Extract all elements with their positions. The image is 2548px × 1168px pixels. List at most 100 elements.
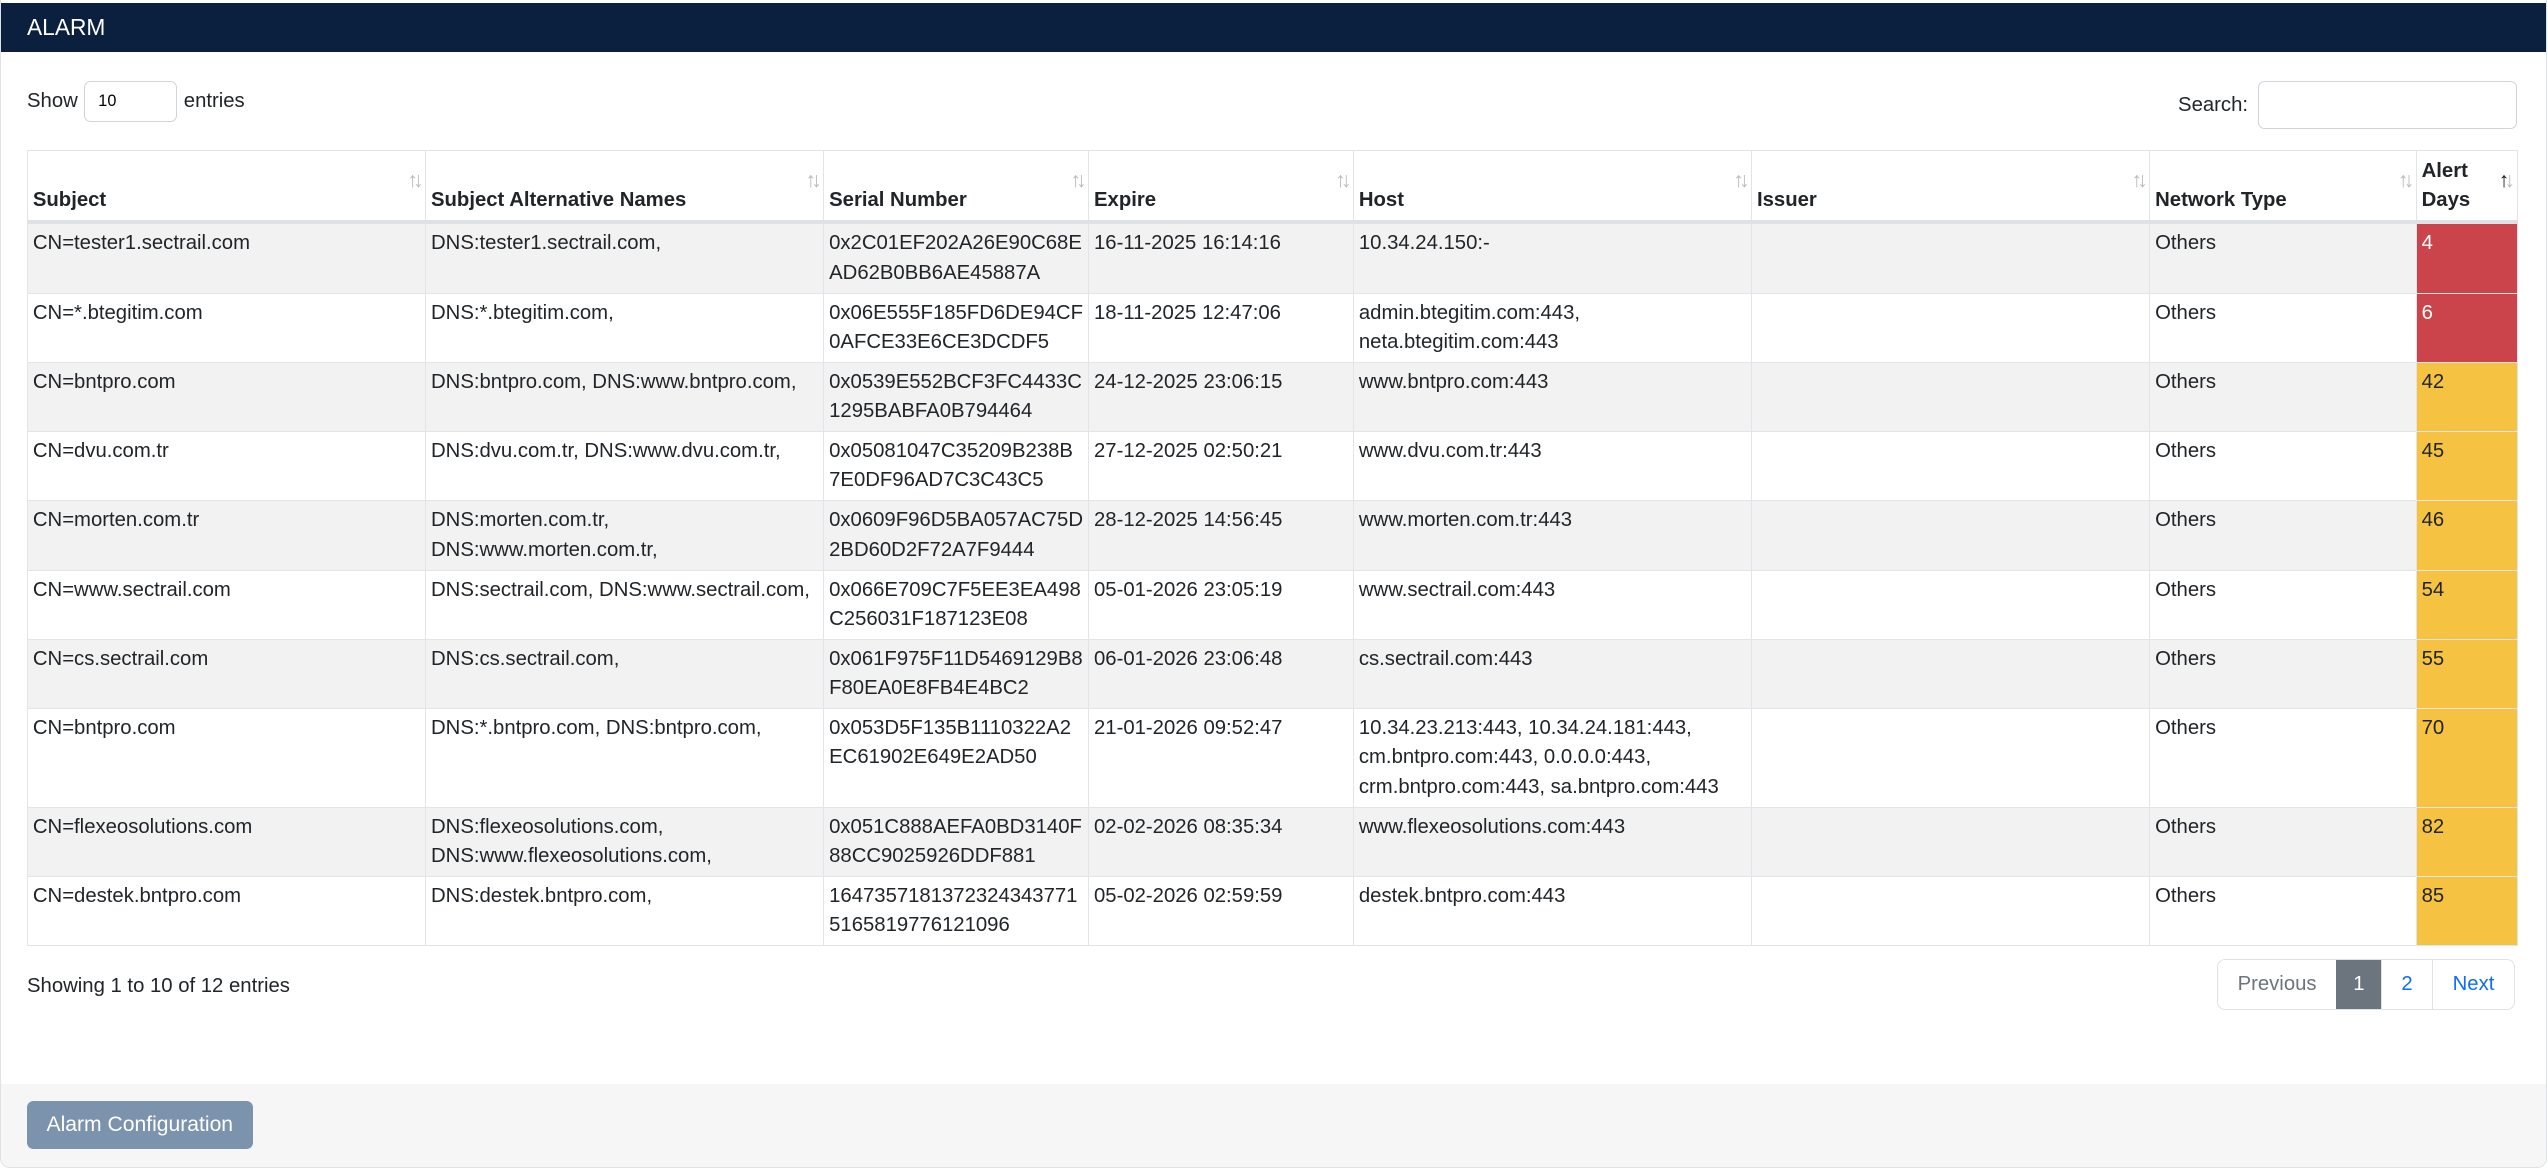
cell-expire: 02-02-2026 08:35:34 xyxy=(1088,806,1355,877)
card-title: ALARM xyxy=(1,3,2546,52)
column-header-subject[interactable]: Subject ↑↓ xyxy=(26,149,427,225)
cell-expire: 18-11-2025 12:47:06 xyxy=(1088,292,1355,363)
previous-button[interactable]: Previous xyxy=(2237,973,2317,995)
table-row: CN=*.btegitim.com DNS:*.btegitim.com, 0x06… xyxy=(26,292,2518,363)
cell-serial: 0x06E555F185FD6DE94CF0AFCE33E6CE3DCDF5 xyxy=(823,292,1090,363)
cell-days: 4 xyxy=(2415,221,2518,294)
column-header-alert-days[interactable]: Alert Days ↑↓ xyxy=(2415,149,2518,225)
sort-icon[interactable]: ↑↓ xyxy=(2498,169,2515,192)
cell-issuer xyxy=(1751,806,2151,877)
cell-days: 55 xyxy=(2415,638,2518,710)
cell-subject: CN=morten.com.tr xyxy=(26,500,427,571)
cell-san: DNS:cs.sectrail.com, xyxy=(425,638,825,710)
cell-host: www.morten.com.tr:443 xyxy=(1352,500,1753,571)
column-header-expire[interactable]: Expire ↑↓ xyxy=(1088,149,1355,225)
next-button[interactable]: Next xyxy=(2432,960,2514,1009)
cell-san: DNS:*.bntpro.com, DNS:bntpro.com, xyxy=(425,708,825,808)
cell-issuer xyxy=(1751,292,2151,363)
cell-san: DNS:flexeosolutions.com, DNS:www.flexeos… xyxy=(425,806,825,877)
table-row: CN=bntpro.com DNS:*.bntpro.com, DNS:bntpr… xyxy=(26,708,2518,808)
cell-serial: 0x0609F96D5BA057AC75D2BD60D2F72A7F9444 xyxy=(823,500,1090,571)
cell-expire: 27-12-2025 02:50:21 xyxy=(1088,431,1355,502)
cell-network: Others xyxy=(2149,431,2417,502)
column-header-network-type[interactable]: Network Type ↑↓ xyxy=(2149,149,2417,225)
cell-host: www.sectrail.com:443 xyxy=(1352,569,1753,640)
cell-san: DNS:sectrail.com, DNS:www.sectrail.com, xyxy=(425,569,825,640)
cell-days: 45 xyxy=(2415,431,2518,502)
table-row: CN=flexeosolutions.com DNS:flexeosolution… xyxy=(26,806,2518,877)
cell-subject: CN=bntpro.com xyxy=(26,708,427,808)
cell-issuer xyxy=(1751,875,2151,947)
search-control: Search: xyxy=(2178,81,2517,129)
search-label: Search: xyxy=(2178,93,2248,116)
column-label: Serial Number xyxy=(829,189,967,212)
cell-days: 54 xyxy=(2415,569,2518,640)
cell-subject: CN=dvu.com.tr xyxy=(26,431,427,502)
cell-serial: 0x05081047C35209B238B7E0DF96AD7C3C43C5 xyxy=(823,431,1090,502)
cell-serial: 0x2C01EF202A26E90C68EAD62B0BB6AE45887A xyxy=(823,221,1090,294)
cell-expire: 05-02-2026 02:59:59 xyxy=(1088,875,1355,947)
table-row: CN=tester1.sectrail.com DNS:tester1.sectr… xyxy=(26,221,2518,294)
cell-expire: 24-12-2025 23:06:15 xyxy=(1088,361,1355,433)
cell-serial: 0x066E709C7F5EE3EA498C256031F187123E08 xyxy=(823,569,1090,640)
cell-serial: 16473571813723243437715165819776121096 xyxy=(823,875,1090,947)
column-label: Issuer xyxy=(1757,189,1817,212)
cell-host: www.flexeosolutions.com:443 xyxy=(1352,806,1753,877)
column-header-subject-alternative-names[interactable]: Subject Alternative Names ↑↓ xyxy=(425,149,825,225)
table-row: CN=cs.sectrail.com DNS:cs.sectrail.com, 0x… xyxy=(26,638,2518,710)
cell-issuer xyxy=(1751,361,2151,433)
cell-subject: CN=*.btegitim.com xyxy=(26,292,427,363)
cell-host: destek.bntpro.com:443 xyxy=(1352,875,1753,947)
cell-days: 42 xyxy=(2415,361,2518,433)
cell-serial: 0x051C888AEFA0BD3140F88CC9025926DDF881 xyxy=(823,806,1090,877)
sort-icon[interactable]: ↑↓ xyxy=(1335,169,1351,192)
cell-subject: CN=destek.bntpro.com xyxy=(26,875,427,947)
cell-network: Others xyxy=(2149,500,2417,571)
cell-expire: 05-01-2026 23:05:19 xyxy=(1088,569,1355,640)
cell-network: Others xyxy=(2149,638,2417,710)
sort-icon[interactable]: ↑↓ xyxy=(2131,169,2147,192)
show-label: Show xyxy=(27,90,78,113)
cell-serial: 0x061F975F11D5469129B8F80EA0E8FB4E4BC2 xyxy=(823,638,1090,710)
column-label: Host xyxy=(1358,189,1404,212)
cell-network: Others xyxy=(2149,292,2417,363)
sort-icon[interactable]: ↑↓ xyxy=(805,169,821,192)
sort-icon[interactable]: ↑↓ xyxy=(407,169,423,192)
cell-expire: 06-01-2026 23:06:48 xyxy=(1088,638,1355,710)
cell-host: www.bntpro.com:443 xyxy=(1352,361,1753,433)
cell-days: 82 xyxy=(2415,806,2518,877)
sort-icon[interactable]: ↑↓ xyxy=(1070,169,1086,192)
cell-days: 70 xyxy=(2415,708,2518,808)
cell-issuer xyxy=(1751,708,2151,808)
column-label: Expire xyxy=(1094,189,1157,212)
cell-subject: CN=cs.sectrail.com xyxy=(26,638,427,710)
page-1-button[interactable]: 1 xyxy=(2336,960,2381,1009)
cell-network: Others xyxy=(2149,806,2417,877)
cell-san: DNS:morten.com.tr, DNS:www.morten.com.tr… xyxy=(425,500,825,571)
cell-san: DNS:*.btegitim.com, xyxy=(425,292,825,363)
cell-host: 10.34.24.150:- xyxy=(1352,221,1753,294)
page-2-button[interactable]: 2 xyxy=(2380,960,2432,1009)
column-header-host[interactable]: Host ↑↓ xyxy=(1352,149,1753,225)
cell-network: Others xyxy=(2149,221,2417,294)
cell-serial: 0x053D5F135B1110322A2EC61902E649E2AD50 xyxy=(823,708,1090,808)
search-input[interactable] xyxy=(2257,81,2517,129)
cell-subject: CN=tester1.sectrail.com xyxy=(26,221,427,294)
cell-expire: 21-01-2026 09:52:47 xyxy=(1088,708,1355,808)
alarm-configuration-button[interactable]: Alarm Configuration xyxy=(27,1100,253,1150)
table-row: CN=www.sectrail.com DNS:sectrail.com, DNS… xyxy=(26,569,2518,640)
cell-days: 46 xyxy=(2415,500,2518,571)
pagination: Previous 1 2 Next xyxy=(2217,959,2515,1010)
cell-host: www.dvu.com.tr:443 xyxy=(1352,431,1753,502)
column-header-serial-number[interactable]: Serial Number ↑↓ xyxy=(823,149,1090,225)
column-label: Subject Alternative Names xyxy=(431,189,687,212)
sort-icon[interactable]: ↑↓ xyxy=(1733,169,1749,192)
cell-network: Others xyxy=(2149,708,2417,808)
cell-san: DNS:destek.bntpro.com, xyxy=(425,875,825,947)
entries-per-page-select[interactable] xyxy=(84,81,178,123)
column-header-issuer[interactable]: Issuer ↑↓ xyxy=(1751,149,2151,225)
cell-issuer xyxy=(1751,431,2151,502)
sort-icon[interactable]: ↑↓ xyxy=(2397,169,2414,192)
table-info: Showing 1 to 10 of 12 entries xyxy=(27,975,290,998)
